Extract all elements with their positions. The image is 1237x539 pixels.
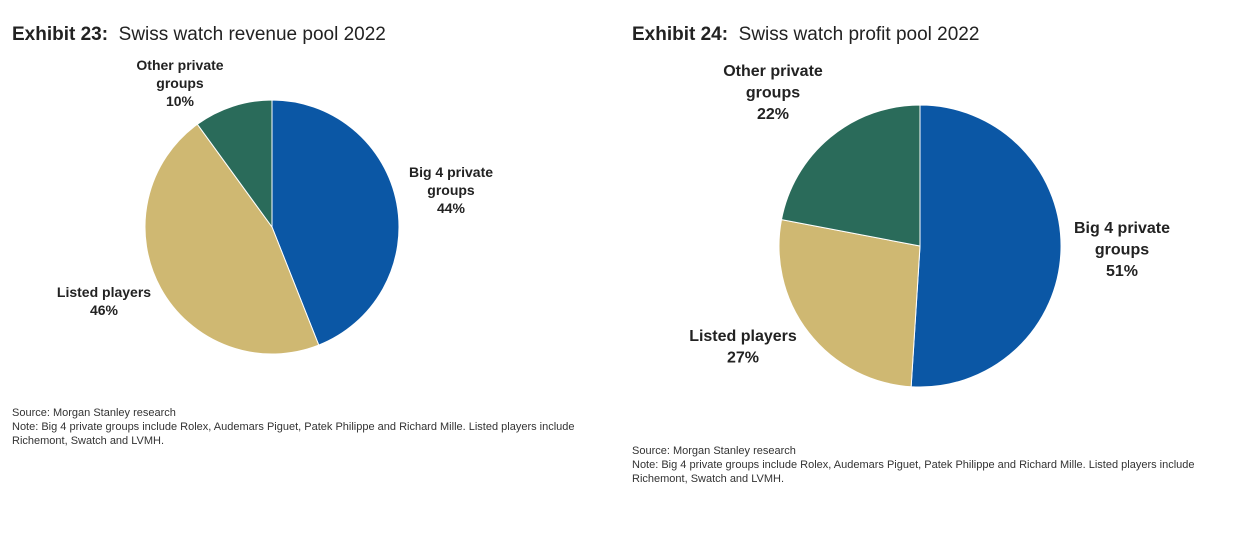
pie-slice-big4 <box>271 99 400 346</box>
slice-name-label: groups <box>156 75 204 91</box>
slice-name-label: groups <box>1095 242 1149 259</box>
slice-name-label: groups <box>427 182 475 198</box>
slice-name-label: Listed players <box>57 284 151 300</box>
slice-name-label: Big 4 private <box>409 164 493 180</box>
slice-value-label: 27% <box>727 350 759 367</box>
note-text: Note: Big 4 private groups include Rolex… <box>632 459 1195 485</box>
slice-label-other: Other private groups 22% <box>723 63 823 123</box>
slice-value-label: 44% <box>437 200 466 216</box>
chart-title: Exhibit 24: Swiss watch profit pool 2022 <box>632 24 979 46</box>
exhibit-number: Exhibit 24: <box>632 24 729 45</box>
slice-label-listed: Listed players 27% <box>689 328 797 367</box>
chart-title: Exhibit 23: Swiss watch revenue pool 202… <box>12 24 386 46</box>
slice-name-label: Big 4 private <box>1074 220 1170 237</box>
slice-value-label: 22% <box>757 106 789 123</box>
exhibit-23: Exhibit 23: Swiss watch revenue pool 202… <box>0 0 610 539</box>
title-text: Swiss watch profit pool 2022 <box>738 24 980 45</box>
pie-slice-big4 <box>910 104 1062 388</box>
chart-notes: Source: Morgan Stanley research Note: Bi… <box>12 406 582 448</box>
slice-name-label: Other private <box>723 63 823 80</box>
source-text: Source: Morgan Stanley research <box>12 407 176 419</box>
pie-slice-listed <box>144 123 320 355</box>
pie-slice-other <box>196 99 273 229</box>
exhibit-24: Exhibit 24: Swiss watch profit pool 2022… <box>620 0 1237 539</box>
pie-chart-revenue: Big 4 private groups 44% Listed players 46% O… <box>57 57 493 355</box>
slice-name-label: Other private <box>136 57 223 73</box>
slice-value-label: 46% <box>90 302 119 318</box>
slice-label-listed: Listed players 46% <box>57 284 151 318</box>
slice-label-other: Other private groups 10% <box>136 57 223 109</box>
slice-name-label: Listed players <box>689 328 797 345</box>
slice-value-label: 10% <box>166 93 195 109</box>
slice-label-big4: Big 4 private groups 44% <box>409 164 493 216</box>
note-text: Note: Big 4 private groups include Rolex… <box>12 421 575 447</box>
title-text: Swiss watch revenue pool 2022 <box>118 24 386 45</box>
source-text: Source: Morgan Stanley research <box>632 445 796 457</box>
pie-slice-listed <box>778 218 921 388</box>
slice-label-big4: Big 4 private groups 51% <box>1074 220 1170 280</box>
pie-chart-profit: Big 4 private groups 51% Listed players 27% O… <box>689 63 1170 388</box>
exhibit-number: Exhibit 23: <box>12 24 109 45</box>
slice-name-label: groups <box>746 85 800 102</box>
chart-notes: Source: Morgan Stanley research Note: Bi… <box>632 444 1202 486</box>
slice-value-label: 51% <box>1106 263 1138 280</box>
pie-slice-other <box>780 104 921 247</box>
